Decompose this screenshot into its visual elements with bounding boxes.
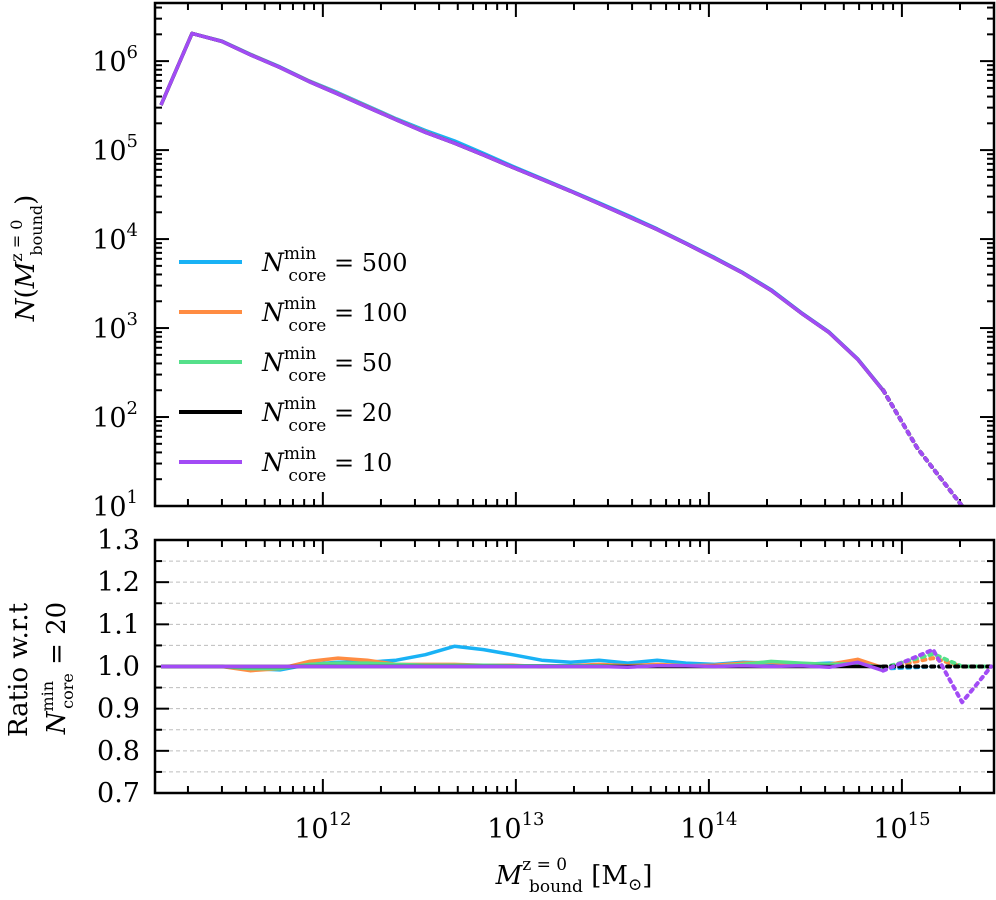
y-tick-label: 1.1 [97, 609, 140, 640]
legend-label: Nmin core = 10 [261, 444, 392, 486]
y-tick-label: 0.9 [97, 694, 140, 725]
ratio-dotted-10 [881, 647, 994, 705]
legend-label: Nmin core = 500 [261, 244, 408, 286]
legend: Nmin core = 500 Nmin core = 100 Nmin core = 5… [179, 244, 408, 486]
bottom-y-axis-label-line2: Nmincore = 20 [38, 602, 77, 735]
series-line-50 [159, 31, 885, 392]
axis-labels: N(Mz = 0bound)Ratio w.r.t Nmincore = 20Mz… [4, 195, 652, 897]
top-axes-frame [153, 1, 996, 508]
x-tick-label: 1012 [294, 809, 351, 845]
bottom-y-axis-label-line1: Ratio w.r.t [4, 602, 34, 737]
series-line-10 [159, 31, 885, 392]
legend-label: Nmin core = 50 [261, 344, 392, 386]
top-y-axis-label: N(Mz = 0bound) [7, 195, 46, 323]
x-tick-label: 1015 [873, 809, 930, 845]
series-dotted-10 [881, 388, 965, 508]
ratio-line-10 [161, 660, 884, 673]
bottom-panel: 0.7 0.8 0.9 1.0 1.1 1.2 1.3 1012 1013 1014 1015 [97, 525, 996, 845]
series-line-500 [159, 31, 885, 392]
x-tick-label: 1014 [680, 809, 737, 845]
y-tick-label: 1.2 [97, 567, 140, 598]
y-tick-label: 101 [92, 487, 138, 523]
y-tick-label: 0.7 [97, 778, 140, 809]
bottom-axes-frame [153, 538, 996, 795]
legend-label: Nmin core = 20 [261, 394, 392, 436]
y-tick-label: 1.0 [97, 652, 140, 683]
series-line-100 [159, 31, 885, 392]
y-tick-label: 104 [92, 220, 138, 256]
y-tick-label: 102 [92, 398, 138, 434]
x-axis-label: Mz = 0 bound [M⊙] [495, 855, 653, 897]
y-tick-label: 1.3 [97, 525, 140, 556]
series-line-20 [159, 31, 885, 392]
y-tick-label: 103 [92, 309, 138, 345]
x-tick-label: 1013 [487, 809, 544, 845]
y-tick-label: 106 [92, 42, 138, 78]
legend-label: Nmin core = 100 [261, 294, 408, 336]
y-tick-label: 0.8 [97, 736, 140, 767]
y-tick-label: 105 [92, 131, 138, 167]
